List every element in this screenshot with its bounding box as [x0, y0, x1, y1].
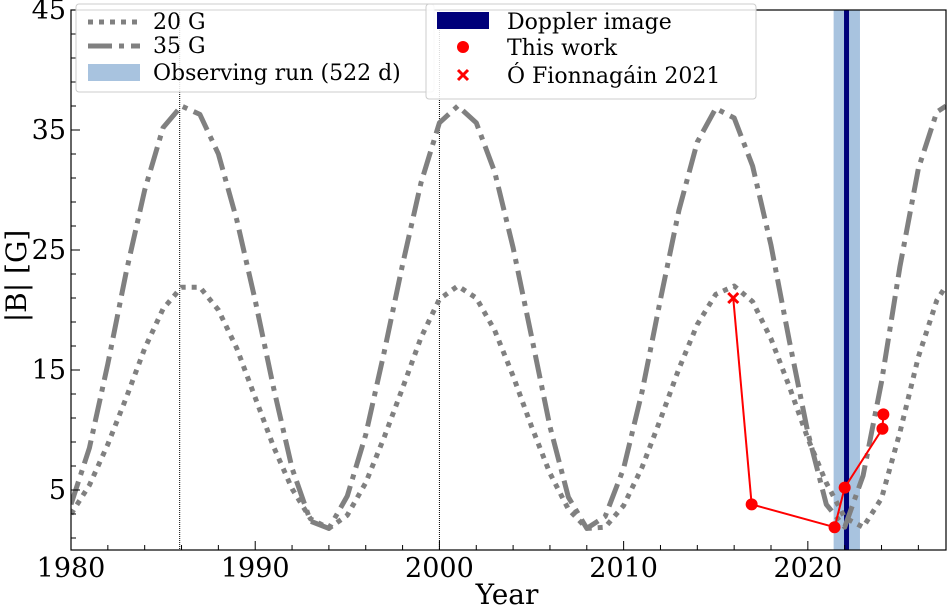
x-tick-label: 2000	[405, 553, 474, 584]
this-work-point	[876, 422, 889, 435]
legend-right-label: This work	[507, 36, 618, 61]
y-axis-label: |B| [G]	[0, 230, 33, 323]
fionnagain-point	[727, 291, 740, 305]
this-work-point	[877, 408, 890, 421]
x-tick-label: 1990	[221, 553, 290, 584]
legend-fionnagain-swatch	[456, 68, 470, 82]
legend-doppler-swatch	[437, 12, 489, 29]
y-tick-label: 45	[32, 0, 66, 26]
x-tick-label: 1980	[37, 553, 106, 584]
y-tick-label: 15	[32, 355, 66, 386]
y-tick-label: 35	[32, 115, 66, 146]
plot-area	[71, 10, 946, 550]
legend-right-box	[425, 3, 757, 100]
legend-right-label: Ó Fionnagáin 2021	[507, 62, 720, 89]
x-axis-label: Year	[475, 578, 539, 611]
legend-left-label: Observing run (522 d)	[153, 61, 401, 86]
this-work-point	[745, 498, 758, 511]
x-tick-label: 2020	[773, 553, 842, 584]
y-tick-label: 5	[49, 475, 66, 506]
series-20g-line	[71, 283, 946, 531]
y-tick-label: 25	[32, 235, 66, 266]
x-tick-label: 2010	[589, 553, 658, 584]
legend-left-label: 35 G	[153, 34, 206, 59]
legend-this-work-swatch	[457, 41, 469, 53]
series-35g-line	[71, 103, 946, 531]
this-work-point	[828, 521, 841, 534]
this-work-point	[838, 481, 851, 494]
legend-right-label: Doppler image	[507, 10, 672, 35]
fionnagain-link-line	[732, 297, 753, 505]
legend-left-label: 20 G	[153, 10, 206, 35]
legend-observing-swatch	[88, 64, 140, 81]
